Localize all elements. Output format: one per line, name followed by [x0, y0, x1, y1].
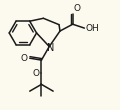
Text: O: O — [33, 69, 39, 78]
Text: O: O — [74, 4, 81, 13]
Text: O: O — [21, 54, 28, 63]
Text: N: N — [47, 42, 54, 52]
Text: OH: OH — [85, 24, 99, 33]
